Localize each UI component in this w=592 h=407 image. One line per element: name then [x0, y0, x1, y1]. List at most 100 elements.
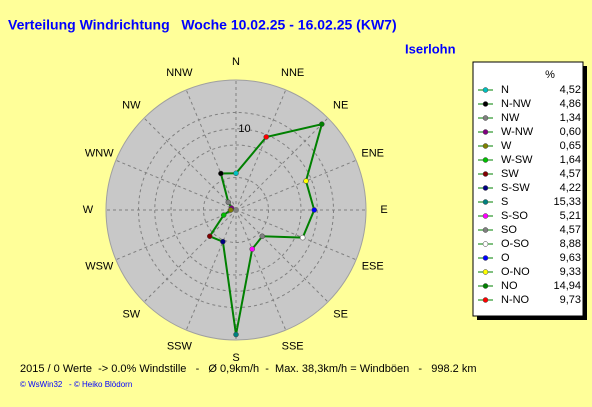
legend-label: W-SW	[501, 154, 533, 166]
legend-value: 4,57	[560, 168, 581, 180]
legend-value: 0,65	[560, 140, 581, 152]
legend-value: 5,21	[560, 210, 581, 222]
data-point	[227, 207, 234, 213]
axis-label: NNE	[281, 67, 304, 79]
legend-value: 4,86	[560, 98, 581, 110]
legend-label: NW	[501, 112, 520, 124]
axis-label: WSW	[85, 261, 114, 273]
legend-marker	[482, 171, 489, 177]
location: Iserlohn	[405, 41, 456, 56]
legend-value: 9,33	[560, 266, 581, 278]
axis-label: SE	[333, 309, 348, 321]
axis-label: ENE	[361, 147, 384, 159]
legend-label: W	[501, 140, 512, 152]
spoke	[185, 209, 237, 331]
spoke	[115, 209, 237, 261]
legend-marker	[482, 255, 489, 261]
axis-label: SW	[122, 309, 140, 321]
legend-value: 15,33	[553, 196, 581, 208]
legend-marker	[482, 241, 489, 247]
legend-value: 4,52	[560, 84, 581, 96]
data-point	[311, 207, 317, 213]
legend-value: 8,88	[560, 238, 581, 250]
legend-label: S-SO	[501, 210, 528, 222]
legend-unit: %	[545, 69, 555, 81]
legend-label: N-NW	[501, 98, 532, 110]
legend-value: 1,34	[560, 112, 581, 124]
legend-marker	[482, 283, 489, 289]
data-point	[263, 134, 270, 140]
r-tick-label: 10	[238, 123, 250, 135]
axis-label: NW	[122, 99, 141, 111]
axis-label: W	[83, 204, 94, 216]
legend-marker	[482, 297, 489, 303]
legend-marker	[482, 227, 489, 233]
spoke	[235, 117, 329, 211]
axis-label: N	[232, 56, 240, 68]
axis-label: S	[232, 352, 239, 364]
spoke	[235, 209, 329, 303]
legend-marker	[482, 185, 489, 191]
legend-value: 9,63	[560, 252, 581, 264]
grid-ring	[154, 128, 318, 292]
spoke	[235, 209, 357, 261]
axis-label: NNW	[166, 67, 193, 79]
legend-value: 0,60	[560, 126, 581, 138]
axis-label: E	[380, 204, 387, 216]
ring	[170, 144, 302, 276]
legend-label: SO	[501, 224, 517, 236]
legend-marker	[482, 199, 489, 205]
data-point	[299, 234, 306, 241]
footer: 2015 / 0 Werte -> 0.0% Windstille - Ø 0,…	[20, 363, 476, 375]
axis-label: ESE	[362, 261, 384, 273]
spoke	[143, 117, 237, 211]
spoke	[185, 89, 237, 211]
axis-label: NE	[333, 99, 348, 111]
axis-label: SSE	[282, 341, 304, 353]
data-point	[303, 178, 309, 184]
legend-marker	[482, 101, 489, 107]
data-point	[225, 199, 232, 206]
data-point	[220, 212, 227, 218]
legend-label: W-NW	[501, 126, 534, 138]
data-point	[206, 233, 213, 240]
data-point	[249, 246, 255, 252]
spoke	[235, 209, 287, 331]
data-point	[233, 331, 239, 338]
legend-value: 4,22	[560, 182, 581, 194]
legend-marker	[482, 213, 489, 219]
legend-label: N-NO	[501, 294, 530, 306]
legend-marker	[482, 129, 489, 135]
spoke	[143, 209, 237, 303]
data-point	[233, 170, 239, 177]
legend-label: S-SW	[501, 182, 530, 194]
axis-label: SSW	[167, 341, 193, 353]
legend-label: O	[501, 252, 510, 264]
legend-marker	[482, 115, 489, 121]
spoke	[115, 159, 237, 211]
legend-marker	[482, 157, 489, 163]
legend-marker	[482, 87, 489, 93]
legend-label: O-SO	[501, 238, 530, 250]
spoke	[235, 159, 357, 211]
data-point	[259, 233, 266, 240]
legend-label: O-NO	[501, 266, 530, 278]
legend-label: SW	[501, 168, 519, 180]
data-point	[218, 170, 224, 177]
legend-label: NO	[501, 280, 518, 292]
legend-label: N	[501, 84, 509, 96]
legend-value: 9,73	[560, 294, 581, 306]
credit: © WsWin32 - © Heiko Blödorn	[20, 380, 132, 389]
legend-marker	[482, 143, 489, 149]
legend-value: 14,94	[553, 280, 581, 292]
legend-marker	[482, 269, 489, 275]
axis-label: WNW	[85, 147, 114, 159]
data-point	[319, 121, 325, 127]
data-point	[220, 238, 226, 245]
spoke	[235, 89, 287, 211]
legend-value: 4,57	[560, 224, 581, 236]
legend-value: 1,64	[560, 154, 581, 166]
legend-label: S	[501, 196, 508, 208]
chart-title: Verteilung Windrichtung Woche 10.02.25 -…	[8, 17, 397, 33]
